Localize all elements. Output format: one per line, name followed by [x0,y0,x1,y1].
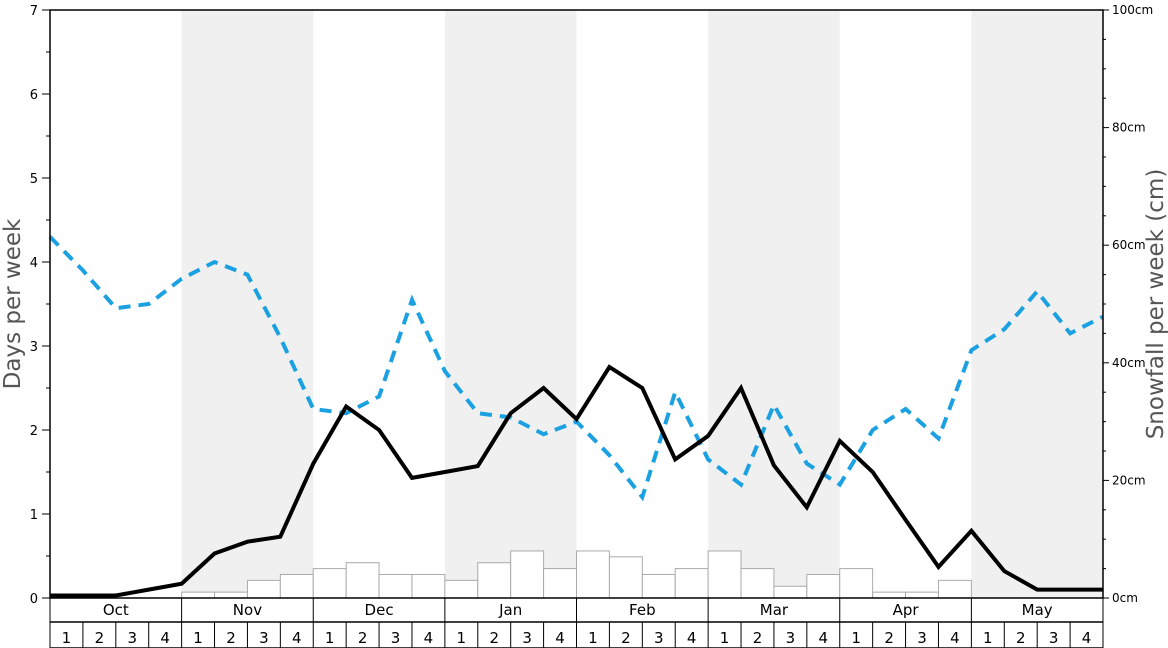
month-shade-may [971,10,1103,598]
week-label: 4 [292,629,302,647]
snowfall-bar [378,573,413,599]
snowfall-bar [740,568,775,599]
month-label: Dec [365,601,394,619]
snowfall-bar [444,579,479,599]
left-tick-label: 1 [30,508,38,523]
month-label: Nov [233,601,262,619]
snowfall-bar [477,562,512,599]
right-axis-title: Snowfall per week (cm) [1143,169,1168,440]
week-row: 1 2 3 4 1 2 3 4 1 2 3 4 1 2 3 4 1 2 3 4 1 2 3 4 1 2 3 4 1 2 3 4 [49,622,1103,648]
week-label: 3 [786,629,796,647]
snowfall-bar [937,579,972,599]
left-axis: 0 1 2 3 4 5 6 7 [30,4,50,607]
week-label: 4 [950,629,960,647]
week-label: 2 [358,629,368,647]
week-label: 4 [555,629,565,647]
left-tick-label: 3 [30,340,38,355]
right-tick-label: 60cm [1112,238,1146,252]
snowfall-bar [905,591,939,599]
snowfall-bar [543,568,577,599]
week-label: 2 [1016,629,1026,647]
snowfall-bar [707,550,742,599]
week-label: 1 [193,629,203,647]
right-tick-label: 100cm [1112,3,1153,17]
week-label: 1 [720,629,730,647]
snowfall-bar [246,579,281,599]
week-label: 3 [127,629,137,647]
week-label: 4 [819,629,829,647]
snowfall-bar [806,573,841,599]
week-label: 2 [621,629,631,647]
week-label: 3 [259,629,269,647]
right-tick-label: 40cm [1112,356,1146,370]
week-label: 1 [983,629,993,647]
snowfall-bar [674,568,709,599]
month-label: Feb [629,601,656,619]
snowfall-bar [839,568,874,599]
snowfall-bar [641,573,676,599]
left-tick-label: 0 [30,592,38,607]
left-tick-label: 4 [30,256,38,271]
week-label: 3 [522,629,532,647]
week-label: 1 [851,629,861,647]
month-label: Oct [103,601,129,619]
snowfall-bar [312,568,347,599]
week-label: 2 [753,629,763,647]
week-label: 1 [325,629,335,647]
month-shade-jan [444,10,577,598]
snowfall-bar [279,573,314,599]
snowfall-bar [181,591,216,599]
snowfall-bars [181,550,972,599]
left-tick-label: 7 [30,4,38,19]
week-label: 2 [489,629,499,647]
month-shade-nov [181,10,314,598]
week-label: 3 [391,629,401,647]
snowfall-bar [411,573,446,599]
week-label: 1 [457,629,467,647]
left-tick-label: 2 [30,424,38,439]
snowfall-bar [345,562,380,599]
right-tick-label: 20cm [1112,473,1146,487]
left-tick-label: 6 [30,88,38,103]
month-label: Mar [760,601,789,619]
week-label: 2 [884,629,894,647]
snowfall-bar [510,550,545,599]
week-label: 3 [917,629,927,647]
snowfall-bar [872,591,907,599]
right-tick-label: 0cm [1112,591,1138,605]
solid-series-line [50,364,1103,598]
month-shade-mar [708,10,840,598]
month-shading [181,10,1103,598]
week-label: 1 [588,629,598,647]
week-label: 4 [160,629,170,647]
week-label: 1 [62,629,72,647]
week-label: 4 [424,629,434,647]
snowfall-bar [608,556,643,599]
right-axis: 0cm 20cm 40cm 60cm 80cm 100cm [1103,3,1153,605]
snowfall-bar [214,591,248,599]
week-label: 3 [654,629,664,647]
week-label: 3 [1049,629,1059,647]
left-tick-label: 5 [30,172,38,187]
day-lines [48,235,1104,598]
week-label: 2 [95,629,105,647]
month-label: Apr [893,601,920,619]
snowfall-bar [576,550,610,599]
left-axis-title: Days per week [0,218,26,389]
month-label: May [1022,601,1053,619]
week-label: 4 [1082,629,1092,647]
right-tick-label: 80cm [1112,121,1146,135]
snowfall-bar [773,585,808,599]
week-label: 4 [687,629,697,647]
week-label: 2 [226,629,236,647]
month-label: Jan [498,601,522,619]
